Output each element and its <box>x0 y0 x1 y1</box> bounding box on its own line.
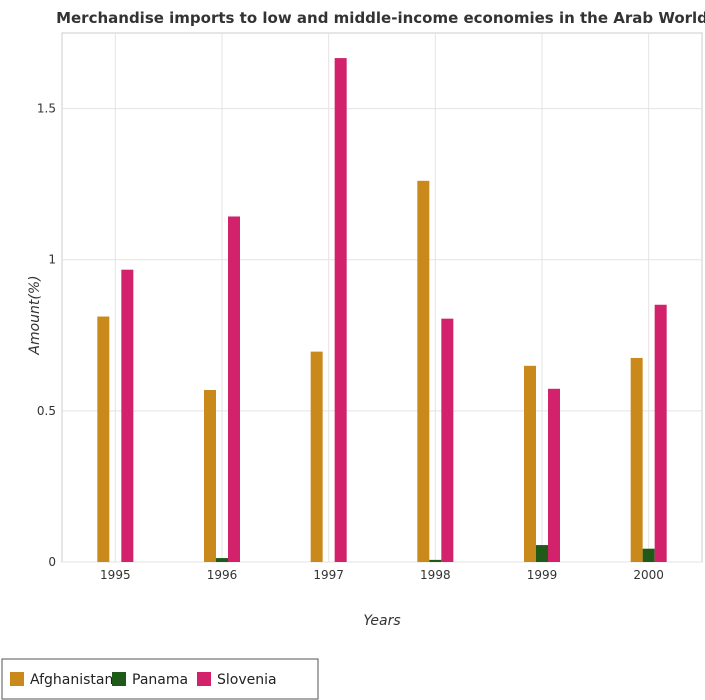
y-tick-label: 1.5 <box>37 102 56 116</box>
legend-label-afghanistan: Afghanistan <box>30 672 113 688</box>
bar-slovenia-1995 <box>121 269 134 562</box>
y-tick-label: 1 <box>48 253 56 267</box>
bar-slovenia-1996 <box>228 216 240 562</box>
y-tick-label: 0.5 <box>37 404 56 418</box>
x-tick-label: 1998 <box>420 568 451 582</box>
x-tick-label: 1999 <box>527 568 558 582</box>
x-tick-label: 1996 <box>207 568 238 582</box>
bar-afghanistan-1996 <box>204 389 216 562</box>
bar-panama-1998 <box>429 559 442 562</box>
legend: Afghanistan Panama Slovenia <box>1 658 319 700</box>
bar-slovenia-2000 <box>654 304 667 562</box>
grid-lines <box>61 32 703 563</box>
bars <box>97 58 667 562</box>
legend-swatch-slovenia <box>197 672 211 686</box>
bar-slovenia-1998 <box>441 318 454 562</box>
x-axis-title: Years <box>363 613 400 629</box>
bar-afghanistan-1997 <box>310 351 323 562</box>
legend-swatch-panama <box>112 672 126 686</box>
x-tick-label: 2000 <box>633 568 664 582</box>
plot-area <box>61 32 703 563</box>
legend-box <box>1 658 319 700</box>
bar-slovenia-1997 <box>334 58 347 562</box>
legend-label-slovenia: Slovenia <box>217 672 277 688</box>
bar-afghanistan-1995 <box>97 316 110 562</box>
x-tick-label: 1997 <box>313 568 344 582</box>
axes: 0 0.5 1 1.5 1995 1996 1997 1998 1999 2000 <box>37 102 664 582</box>
legend-label-panama: Panama <box>132 672 188 688</box>
bar-panama-1999 <box>536 545 548 562</box>
bar-panama-1996 <box>216 558 228 562</box>
bar-afghanistan-1999 <box>524 365 536 562</box>
y-axis-title: Amount(%) <box>27 275 43 355</box>
bar-afghanistan-2000 <box>630 357 643 562</box>
bar-afghanistan-1998 <box>417 180 430 562</box>
x-tick-label: 1995 <box>100 568 131 582</box>
bar-panama-2000 <box>642 548 655 562</box>
y-tick-label: 0 <box>48 555 56 569</box>
chart-title: Merchandise imports to low and middle-in… <box>56 9 705 27</box>
legend-swatch-afghanistan <box>10 672 24 686</box>
bar-slovenia-1999 <box>548 388 560 562</box>
